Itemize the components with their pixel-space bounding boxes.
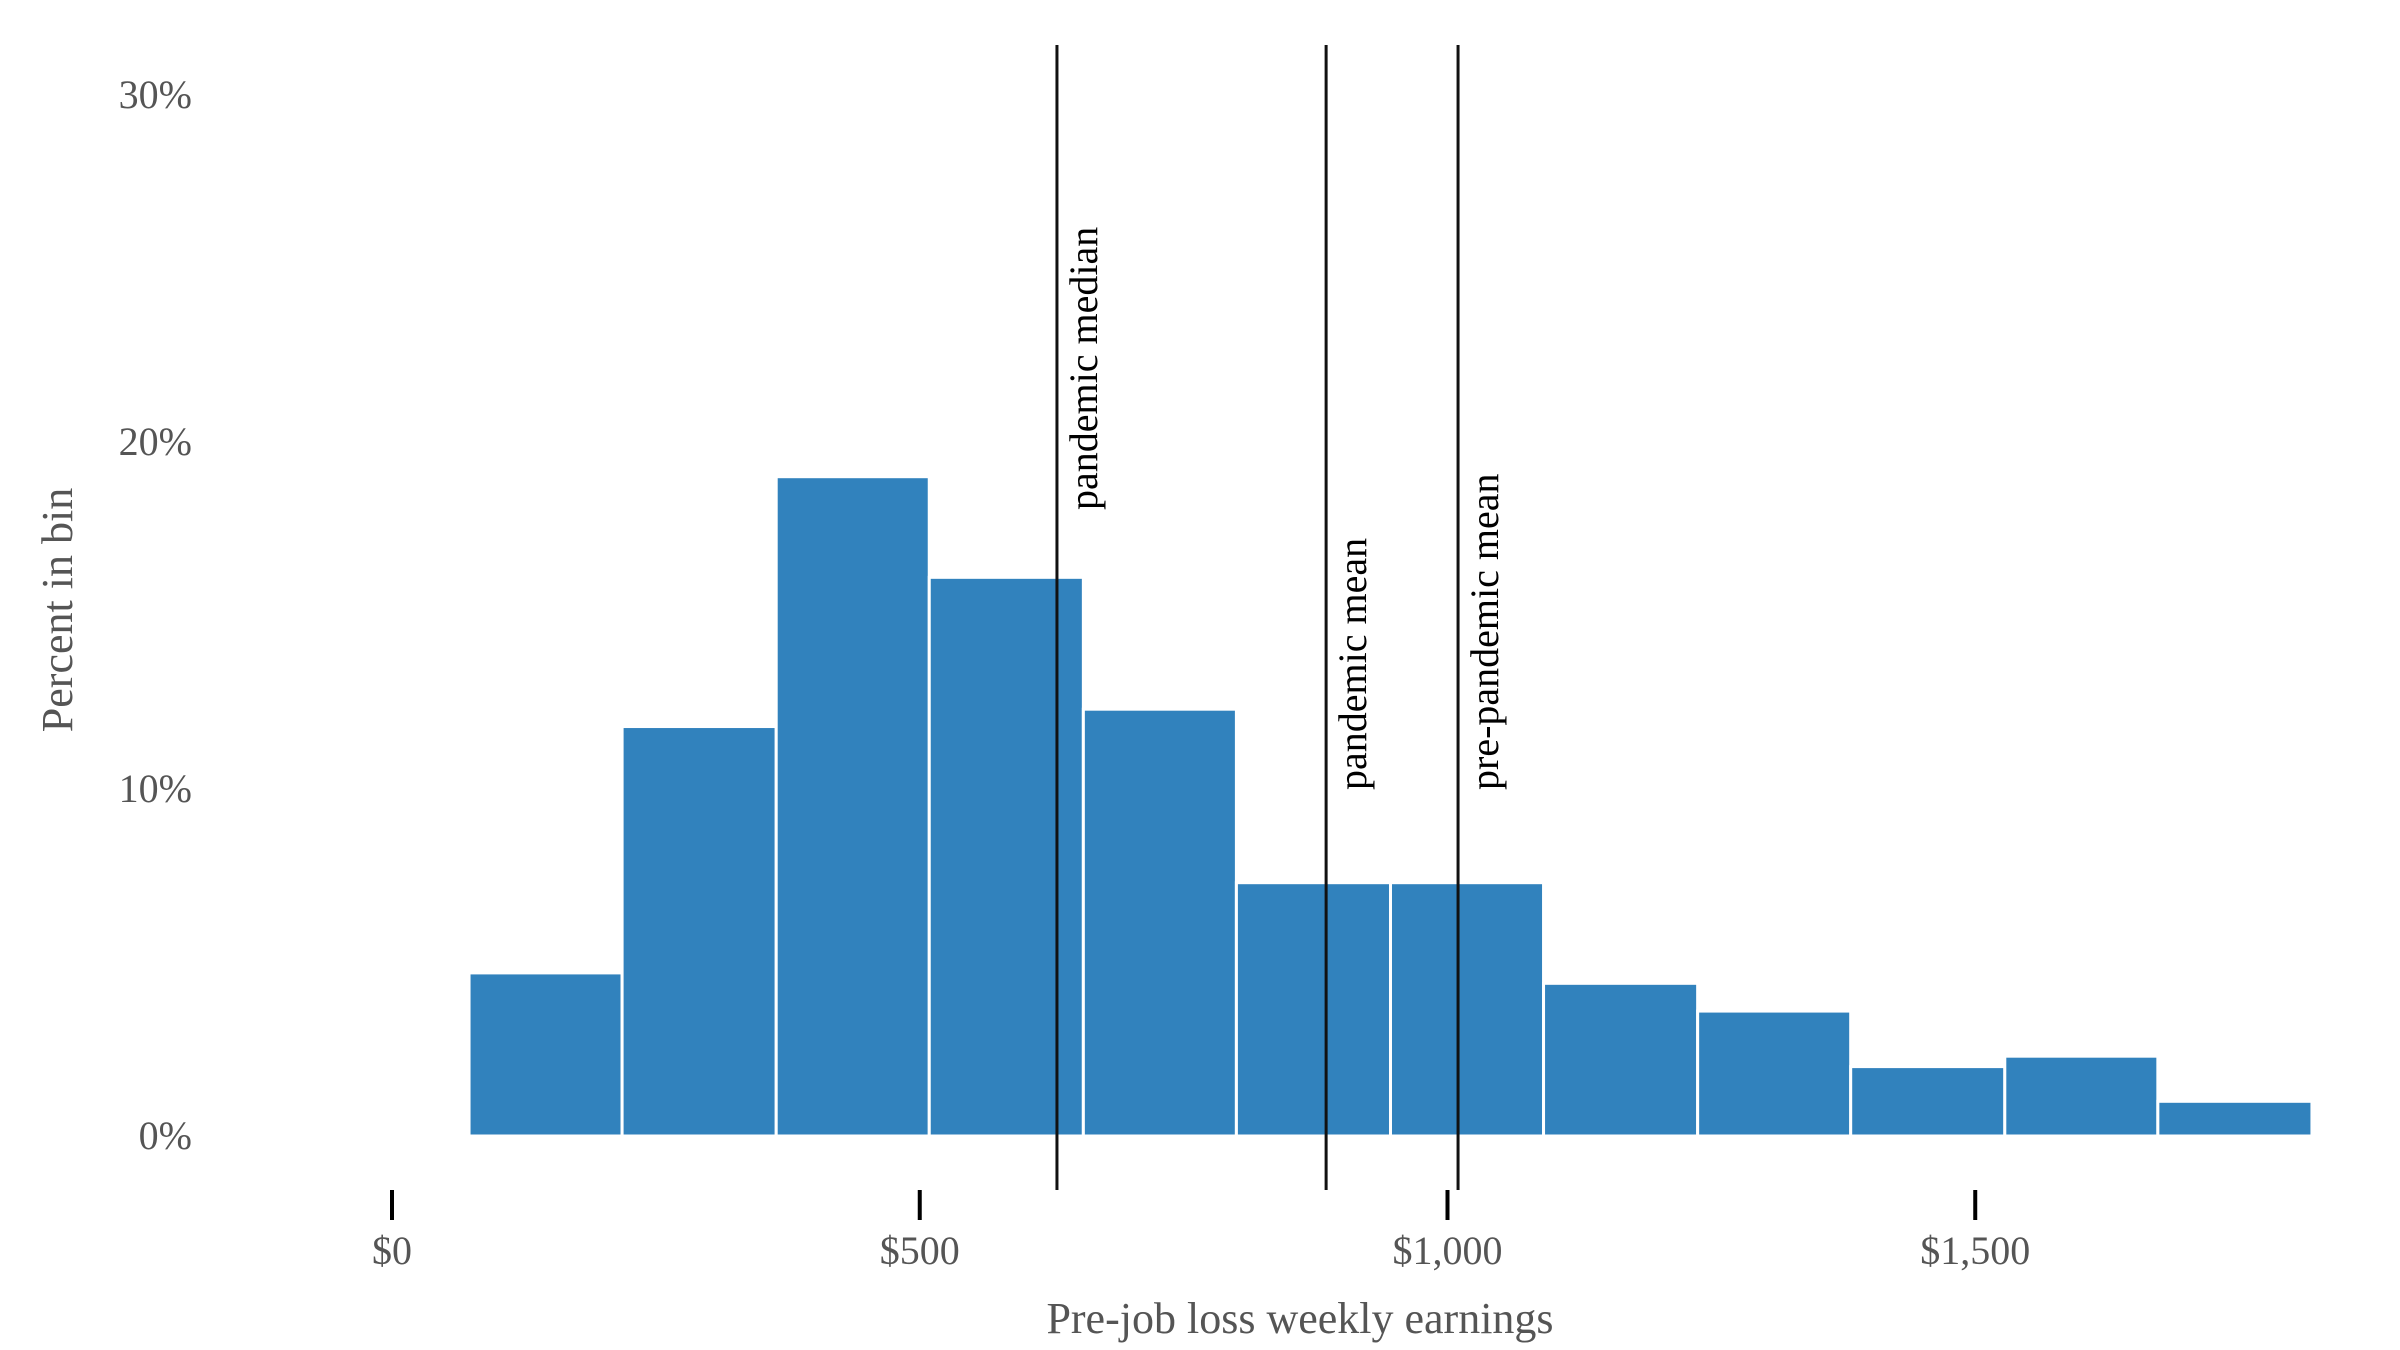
y-tick-label: 0% — [139, 1113, 192, 1158]
histogram-bar — [467, 971, 624, 1138]
x-axis-title: Pre-job loss weekly earnings — [1046, 1294, 1553, 1343]
reference-line-label: pandemic mean — [1330, 538, 1375, 790]
histogram-bar — [1081, 707, 1238, 1138]
y-axis: 0% 10% 20% 30% — [119, 72, 192, 1158]
y-tick-label: 30% — [119, 72, 192, 117]
y-tick-label: 10% — [119, 766, 192, 811]
histogram-bar — [2156, 1099, 2314, 1138]
reference-lines-layer: pandemic median pandemic mean pre-pandemic… — [1055, 45, 1507, 1190]
x-tick-label: $500 — [880, 1228, 960, 1273]
histogram-bar — [1388, 881, 1546, 1138]
histogram-bar — [1696, 1009, 1853, 1138]
histogram-bar — [774, 475, 931, 1138]
x-tick-label: $0 — [372, 1228, 412, 1273]
x-axis: $0 $500 $1,000 $1,500 — [372, 1190, 2030, 1273]
histogram-bar — [1234, 881, 1392, 1138]
histogram-bar — [927, 575, 1085, 1138]
y-tick-label: 20% — [119, 419, 192, 464]
histogram-bar — [2003, 1054, 2160, 1138]
histogram-bar — [1542, 981, 1700, 1138]
x-tick-label: $1,000 — [1392, 1228, 1502, 1273]
histogram-bar — [1849, 1065, 2007, 1138]
x-tick-label: $1,500 — [1920, 1228, 2030, 1273]
histogram-bar — [620, 725, 778, 1138]
reference-line-label: pre-pandemic mean — [1462, 473, 1507, 790]
y-axis-title: Percent in bin — [33, 488, 82, 732]
bars-layer — [467, 475, 2314, 1138]
reference-line-label: pandemic median — [1061, 227, 1106, 510]
